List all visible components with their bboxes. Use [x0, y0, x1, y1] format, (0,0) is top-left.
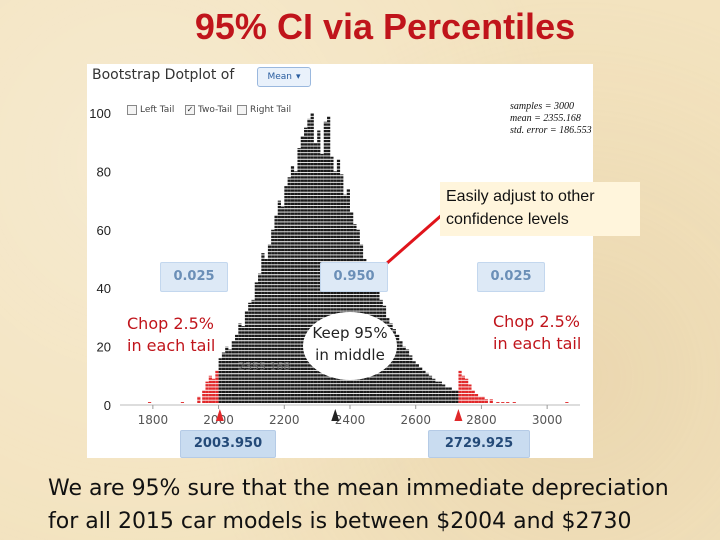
x-tick-label: 1800 [138, 413, 169, 427]
right-tail-proportion[interactable]: 0.025 [477, 262, 545, 292]
x-tick-label: 2400 [335, 413, 366, 427]
left-tail-checkbox[interactable] [127, 105, 137, 115]
chop-right-line-2: in each tail [493, 334, 582, 353]
upper-cutoff-marker [454, 409, 463, 421]
mean-marker-label: 2355.168 [238, 360, 291, 373]
two-tail-checkbox[interactable]: ✓ [185, 105, 195, 115]
chop-left-line-2: in each tail [127, 336, 216, 355]
two-tail-label: Two-Tail [198, 105, 232, 115]
y-tick-label: 20 [97, 340, 111, 355]
keep-line-1: Keep 95% [312, 324, 388, 342]
left-tail-label: Left Tail [140, 105, 175, 115]
callout-line-2: confidence levels [446, 211, 569, 228]
summary-std-error: std. error = 186.553 [510, 125, 592, 136]
statistic-dropdown-label: Mean [267, 72, 292, 82]
conclusion-line-1: We are 95% sure that the mean immediate … [48, 476, 669, 501]
x-tick-label: 2800 [466, 413, 497, 427]
chop-left-note: Chop 2.5% in each tail [127, 313, 215, 357]
lower-cutoff-marker [215, 409, 224, 421]
lower-bound-value[interactable]: 2003.950 [180, 430, 276, 458]
confidence-level-callout: Easily adjust to other confidence levels [440, 182, 640, 236]
y-tick-label: 40 [97, 281, 111, 296]
summary-mean: mean = 2355.168 [510, 113, 581, 124]
panel-title: Bootstrap Dotplot of [92, 67, 235, 83]
x-tick-label: 2200 [269, 413, 300, 427]
right-tail-option[interactable]: Right Tail [237, 105, 291, 115]
keep-line-2: in middle [315, 346, 385, 364]
callout-arrow-line [377, 212, 444, 273]
slide-title: 95% CI via Percentiles [194, 6, 576, 47]
right-tail-label: Right Tail [250, 105, 292, 115]
y-tick-label: 80 [97, 164, 111, 179]
conclusion-line-2: for all 2015 car models is between $2004… [48, 509, 632, 534]
y-tick-label: 60 [97, 223, 111, 238]
x-tick-label: 2600 [400, 413, 431, 427]
chop-left-line-1: Chop 2.5% [127, 314, 214, 333]
y-tick-label: 100 [89, 106, 111, 121]
right-tail-checkbox[interactable] [237, 105, 247, 115]
left-tail-option[interactable]: Left Tail [127, 105, 174, 115]
statistic-dropdown[interactable]: Mean ▾ [257, 67, 311, 87]
chop-right-line-1: Chop 2.5% [493, 312, 580, 331]
middle-proportion[interactable]: 0.950 [320, 262, 388, 292]
chop-right-note: Chop 2.5% in each tail [493, 311, 581, 355]
summary-stats: samples = 3000 mean = 2355.168 std. erro… [510, 101, 592, 137]
summary-samples: samples = 3000 [510, 101, 574, 112]
y-tick-label: 0 [104, 398, 111, 413]
left-tail-proportion[interactable]: 0.025 [160, 262, 228, 292]
mean-marker [331, 409, 340, 421]
two-tail-option[interactable]: ✓ Two-Tail [185, 105, 232, 115]
x-tick-label: 3000 [532, 413, 563, 427]
callout-line-1: Easily adjust to other [446, 188, 595, 205]
caret-down-icon: ▾ [296, 72, 301, 82]
keep-middle-note: Keep 95% in middle [303, 312, 397, 380]
upper-bound-value[interactable]: 2729.925 [428, 430, 530, 458]
conclusion-text: We are 95% sure that the mean immediate … [48, 472, 718, 538]
